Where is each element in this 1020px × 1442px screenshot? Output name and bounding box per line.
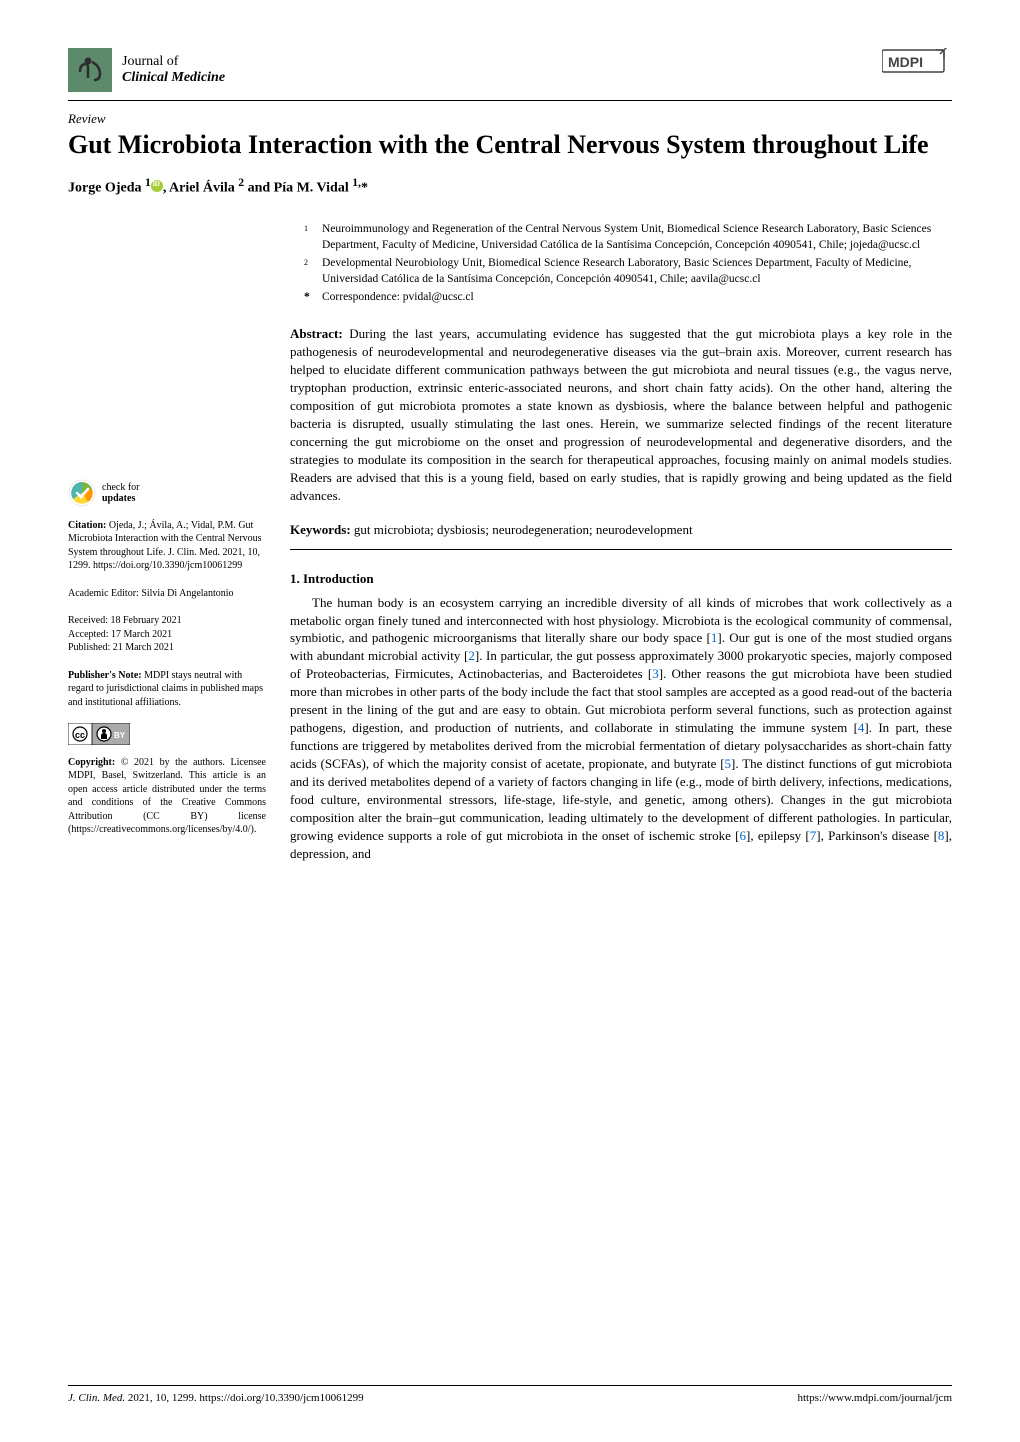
journal-name: Journal of Clinical Medicine — [122, 54, 225, 86]
mdpi-logo-icon: MDPI — [882, 48, 952, 76]
correspondence-text: Correspondence: pvidal@ucsc.cl — [322, 289, 474, 305]
affiliation-text: Neuroimmunology and Regeneration of the … — [322, 221, 952, 253]
abstract: Abstract: During the last years, accumul… — [290, 325, 952, 504]
journal-icon — [68, 48, 112, 92]
reference-link[interactable]: 4 — [858, 720, 865, 735]
page-header: Journal of Clinical Medicine MDPI — [68, 48, 952, 92]
footer-rule — [68, 1385, 952, 1386]
affiliation-text: Developmental Neurobiology Unit, Biomedi… — [322, 255, 952, 287]
reference-link[interactable]: 8 — [938, 828, 945, 843]
reference-link[interactable]: 3 — [652, 666, 659, 681]
authors: Jorge Ojeda 1, Ariel Ávila 2 and Pía M. … — [68, 176, 952, 197]
check-updates-badge[interactable]: check for updates — [68, 479, 266, 507]
article-title: Gut Microbiota Interaction with the Cent… — [68, 129, 952, 160]
check-updates-line2: updates — [102, 493, 139, 504]
footer-journal-abbrev: J. Clin. Med. — [68, 1392, 125, 1404]
affiliation-row: 1 Neuroimmunology and Regeneration of th… — [304, 221, 952, 253]
keywords: Keywords: gut microbiota; dysbiosis; neu… — [290, 521, 952, 539]
editor-text: Silvia Di Angelantonio — [139, 588, 234, 599]
reference-link[interactable]: 6 — [740, 828, 747, 843]
correspondence-row: * Correspondence: pvidal@ucsc.cl — [304, 289, 952, 305]
orcid-icon[interactable] — [151, 180, 163, 192]
cc-license-icon[interactable]: cc BY — [68, 723, 130, 745]
article-type: Review — [68, 111, 952, 127]
affiliation-number: 2 — [304, 257, 312, 287]
section-heading: 1. Introduction — [290, 570, 952, 588]
correspondence-star: * — [304, 289, 312, 305]
footer-right[interactable]: https://www.mdpi.com/journal/jcm — [798, 1392, 953, 1404]
affiliations: 1 Neuroimmunology and Regeneration of th… — [290, 221, 952, 305]
journal-name-line1: Journal of — [122, 54, 225, 70]
dates-block: Received: 18 February 2021 Accepted: 17 … — [68, 614, 266, 655]
sidebar: check for updates Citation: Ojeda, J.; Á… — [68, 221, 266, 863]
check-updates-icon — [68, 479, 96, 507]
reference-link[interactable]: 5 — [725, 756, 732, 771]
intro-body: The human body is an ecosystem carrying … — [290, 594, 952, 863]
check-updates-line1: check for — [102, 482, 139, 493]
reference-link[interactable]: 2 — [468, 648, 475, 663]
main-column: 1 Neuroimmunology and Regeneration of th… — [290, 221, 952, 863]
keywords-rule — [290, 549, 952, 550]
copyright-label: Copyright: — [68, 757, 115, 768]
copyright-text: © 2021 by the authors. Licensee MDPI, Ba… — [68, 757, 266, 836]
svg-text:BY: BY — [114, 731, 126, 740]
published-date: Published: 21 March 2021 — [68, 641, 266, 655]
footer-left: J. Clin. Med. 2021, 10, 1299. https://do… — [68, 1392, 364, 1404]
abstract-label: Abstract: — [290, 326, 343, 341]
abstract-text: During the last years, accumulating evid… — [290, 326, 952, 502]
footer-citation: 2021, 10, 1299. https://doi.org/10.3390/… — [125, 1392, 363, 1404]
reference-link[interactable]: 7 — [810, 828, 817, 843]
keywords-text: gut microbiota; dysbiosis; neurodegenera… — [351, 522, 693, 537]
received-date: Received: 18 February 2021 — [68, 614, 266, 628]
header-rule — [68, 100, 952, 101]
accepted-date: Accepted: 17 March 2021 — [68, 628, 266, 642]
svg-text:cc: cc — [75, 730, 85, 740]
page-footer: J. Clin. Med. 2021, 10, 1299. https://do… — [68, 1385, 952, 1404]
affiliation-row: 2 Developmental Neurobiology Unit, Biome… — [304, 255, 952, 287]
citation-block: Citation: Ojeda, J.; Ávila, A.; Vidal, P… — [68, 519, 266, 573]
reference-link[interactable]: 1 — [711, 630, 718, 645]
journal-logo: Journal of Clinical Medicine — [68, 48, 225, 92]
copyright-block: Copyright: © 2021 by the authors. Licens… — [68, 756, 266, 837]
publishers-note-label: Publisher's Note: — [68, 670, 142, 681]
editor-label: Academic Editor: — [68, 588, 139, 599]
publishers-note-block: Publisher's Note: MDPI stays neutral wit… — [68, 669, 266, 710]
affiliation-number: 1 — [304, 223, 312, 253]
svg-text:MDPI: MDPI — [888, 54, 923, 70]
citation-label: Citation: — [68, 520, 106, 531]
journal-name-line2: Clinical Medicine — [122, 70, 225, 85]
keywords-label: Keywords: — [290, 522, 351, 537]
editor-block: Academic Editor: Silvia Di Angelantonio — [68, 587, 266, 601]
